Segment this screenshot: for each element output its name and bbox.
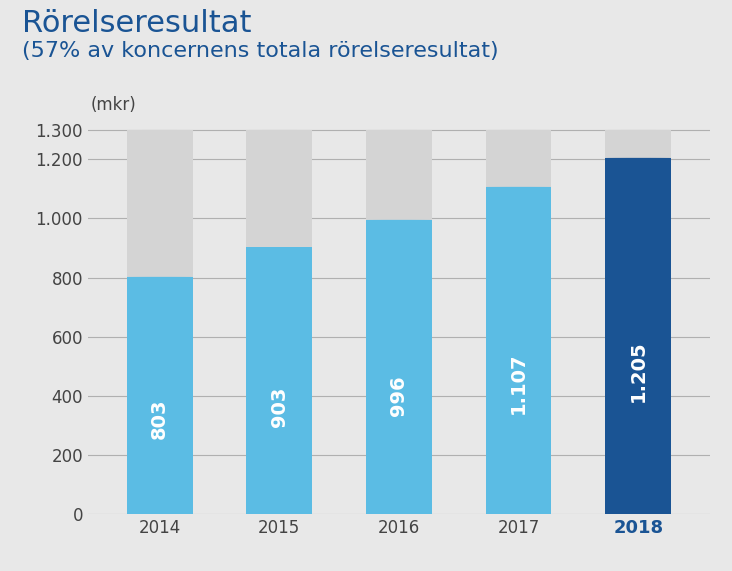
Bar (247, 130, 312, 514)
Bar (366, 130, 432, 514)
Bar (486, 187, 551, 514)
Text: 903: 903 (270, 387, 289, 427)
Text: Rörelseresultat: Rörelseresultat (22, 9, 252, 38)
Text: 1.107: 1.107 (509, 352, 528, 414)
Bar (605, 158, 671, 514)
Bar (366, 220, 432, 514)
Text: 996: 996 (389, 376, 408, 416)
Bar (486, 130, 551, 514)
Text: 803: 803 (150, 399, 169, 439)
Text: (57% av koncernens totala rörelseresultat): (57% av koncernens totala rörelseresulta… (22, 41, 498, 61)
Bar (605, 130, 671, 514)
Bar (127, 130, 193, 514)
Bar (247, 247, 312, 514)
Text: (mkr): (mkr) (90, 96, 136, 114)
Text: 1.205: 1.205 (629, 341, 648, 403)
Bar (127, 277, 193, 514)
